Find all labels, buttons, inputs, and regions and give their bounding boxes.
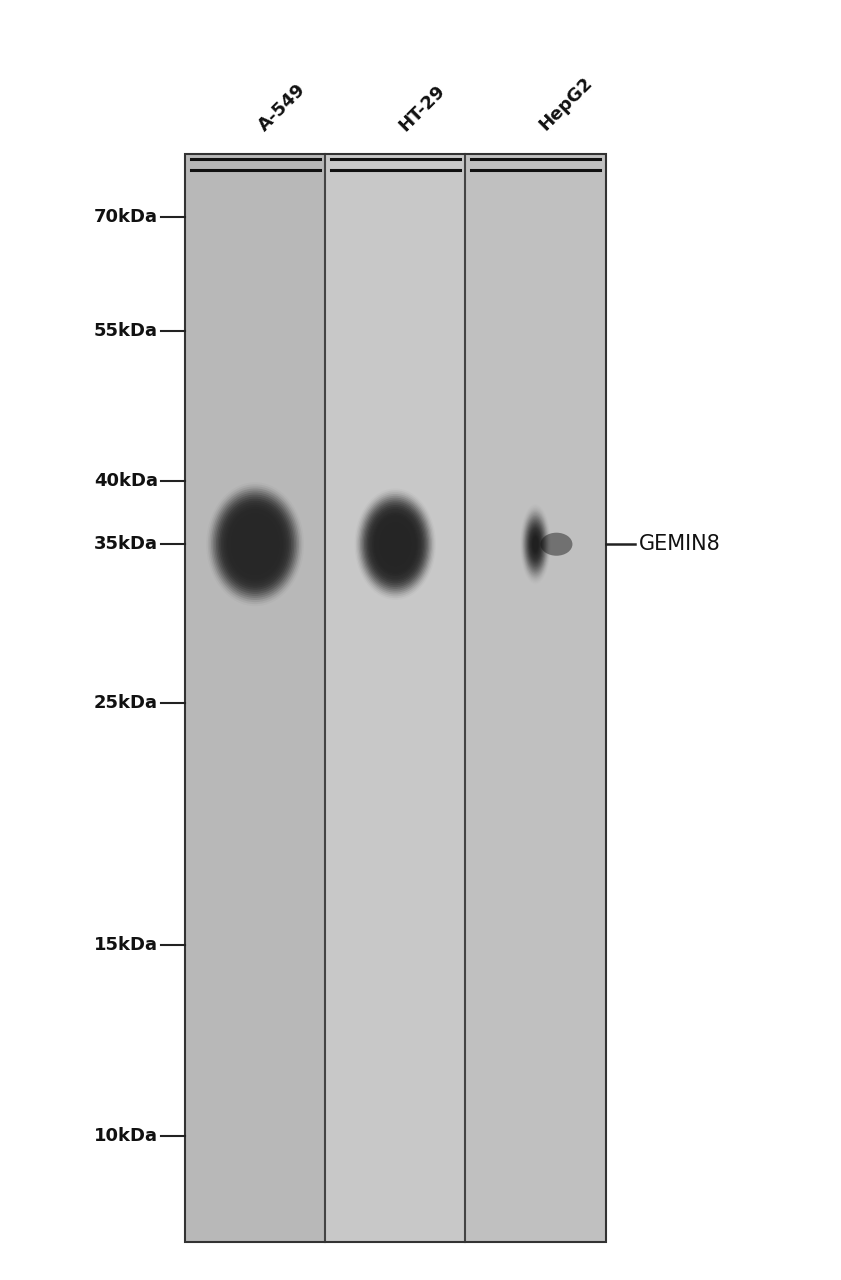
Ellipse shape xyxy=(213,490,298,598)
Ellipse shape xyxy=(224,504,286,584)
Ellipse shape xyxy=(373,515,417,575)
Text: HepG2: HepG2 xyxy=(536,74,596,134)
Ellipse shape xyxy=(532,535,539,554)
Ellipse shape xyxy=(358,494,432,594)
Ellipse shape xyxy=(234,517,277,571)
Ellipse shape xyxy=(529,527,542,561)
Text: GEMIN8: GEMIN8 xyxy=(639,534,721,554)
Ellipse shape xyxy=(367,506,424,584)
Ellipse shape xyxy=(356,490,435,598)
Ellipse shape xyxy=(221,500,289,588)
Ellipse shape xyxy=(375,516,415,572)
Ellipse shape xyxy=(227,509,283,580)
Ellipse shape xyxy=(369,508,421,580)
Ellipse shape xyxy=(220,499,291,590)
Text: 70kDa: 70kDa xyxy=(94,207,158,225)
Ellipse shape xyxy=(364,502,426,588)
Ellipse shape xyxy=(383,527,408,561)
Ellipse shape xyxy=(378,520,413,568)
Text: 15kDa: 15kDa xyxy=(94,936,158,954)
Ellipse shape xyxy=(222,503,288,586)
Text: 10kDa: 10kDa xyxy=(94,1128,158,1146)
Ellipse shape xyxy=(235,520,275,570)
Ellipse shape xyxy=(527,522,544,566)
Ellipse shape xyxy=(385,531,405,558)
Ellipse shape xyxy=(371,511,420,577)
Ellipse shape xyxy=(362,498,429,591)
Ellipse shape xyxy=(523,512,547,576)
Text: HT-29: HT-29 xyxy=(395,81,448,134)
Ellipse shape xyxy=(237,521,273,567)
Bar xyxy=(185,154,325,1242)
Ellipse shape xyxy=(376,518,415,571)
Ellipse shape xyxy=(225,507,284,581)
Ellipse shape xyxy=(384,529,406,559)
Ellipse shape xyxy=(230,513,280,576)
Ellipse shape xyxy=(245,531,265,557)
Ellipse shape xyxy=(526,521,544,567)
Ellipse shape xyxy=(241,527,268,561)
Ellipse shape xyxy=(209,486,301,602)
Ellipse shape xyxy=(372,512,419,576)
Ellipse shape xyxy=(531,532,540,557)
Ellipse shape xyxy=(362,499,428,589)
Ellipse shape xyxy=(530,529,542,559)
Ellipse shape xyxy=(524,513,547,575)
Ellipse shape xyxy=(382,525,409,563)
Ellipse shape xyxy=(218,497,293,591)
Ellipse shape xyxy=(368,507,422,581)
Ellipse shape xyxy=(380,524,410,564)
Text: A-549: A-549 xyxy=(255,81,309,134)
Ellipse shape xyxy=(232,515,278,573)
Ellipse shape xyxy=(541,532,573,556)
Bar xyxy=(465,154,606,1242)
Ellipse shape xyxy=(526,520,545,568)
Bar xyxy=(185,154,606,1242)
Ellipse shape xyxy=(530,531,541,558)
Ellipse shape xyxy=(211,489,299,600)
Text: 40kDa: 40kDa xyxy=(94,472,158,490)
Ellipse shape xyxy=(357,492,433,596)
Ellipse shape xyxy=(526,518,545,570)
Text: 55kDa: 55kDa xyxy=(94,321,158,339)
Ellipse shape xyxy=(241,525,270,563)
Ellipse shape xyxy=(529,526,542,562)
Ellipse shape xyxy=(360,495,431,593)
Text: 25kDa: 25kDa xyxy=(94,694,158,712)
Ellipse shape xyxy=(214,493,296,596)
Ellipse shape xyxy=(524,515,547,573)
Ellipse shape xyxy=(527,524,543,564)
Ellipse shape xyxy=(208,484,302,604)
Ellipse shape xyxy=(229,511,282,577)
Ellipse shape xyxy=(365,503,426,585)
Ellipse shape xyxy=(216,494,294,594)
Ellipse shape xyxy=(243,530,267,559)
Ellipse shape xyxy=(525,516,547,572)
Ellipse shape xyxy=(239,524,272,566)
Ellipse shape xyxy=(522,511,548,577)
Ellipse shape xyxy=(532,534,540,556)
Text: 35kDa: 35kDa xyxy=(94,535,158,553)
Ellipse shape xyxy=(528,525,542,563)
Ellipse shape xyxy=(387,532,404,556)
Bar xyxy=(325,154,465,1242)
Ellipse shape xyxy=(532,536,538,553)
Ellipse shape xyxy=(378,522,412,567)
Ellipse shape xyxy=(525,517,546,571)
